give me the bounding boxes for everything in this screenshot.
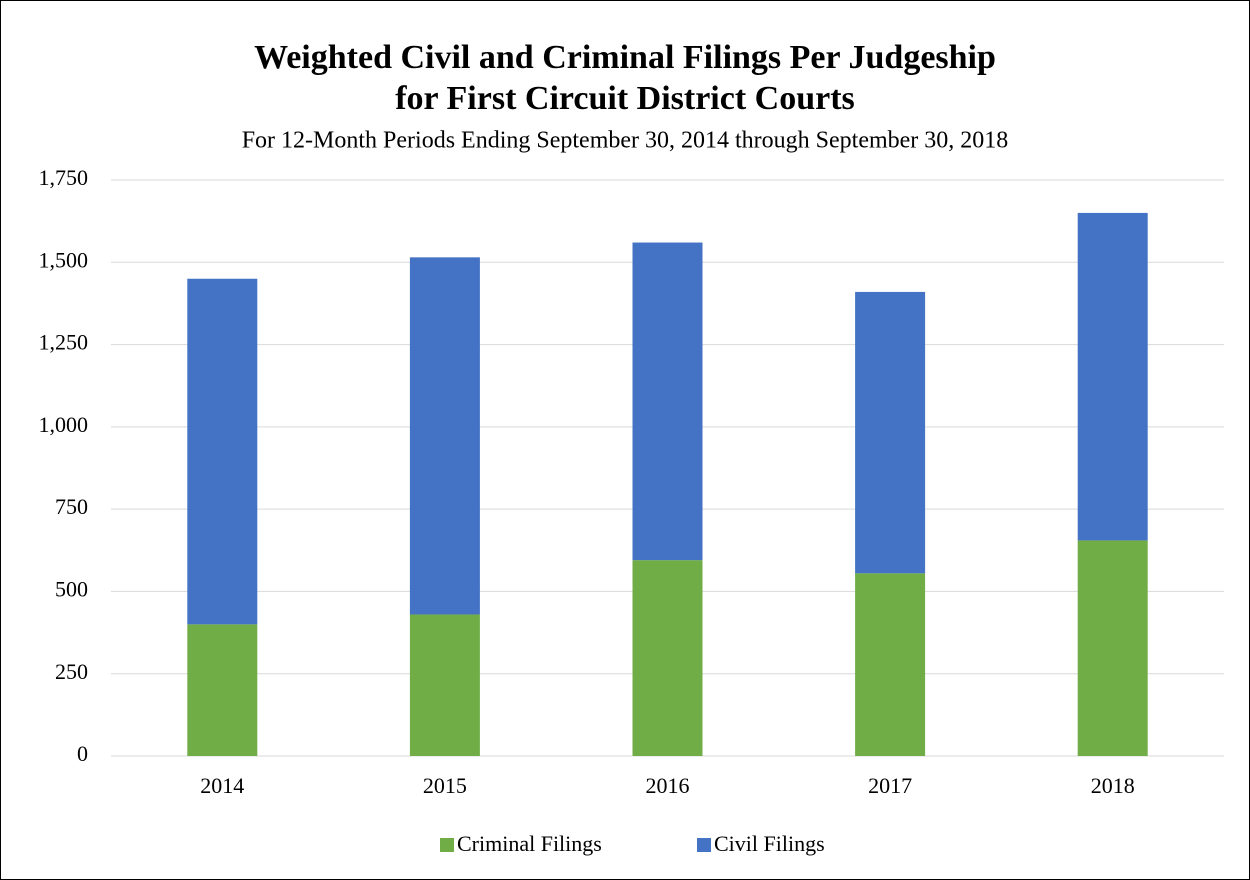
x-tick-label: 2018: [1091, 773, 1135, 798]
y-tick-label: 0: [77, 741, 88, 766]
chart-title: Weighted Civil and Criminal Filings Per …: [254, 39, 996, 76]
bar-segment: [409, 257, 480, 615]
bar-segment: [409, 614, 480, 756]
legend-swatch: [440, 838, 454, 852]
legend-label: Civil Filings: [714, 831, 825, 856]
legend-swatch: [697, 838, 711, 852]
y-tick-label: 1,000: [39, 412, 89, 437]
legend-label: Criminal Filings: [457, 831, 602, 856]
x-tick-label: 2014: [200, 773, 244, 798]
y-tick-label: 1,250: [39, 330, 89, 355]
bar-segment: [1077, 212, 1148, 541]
y-tick-label: 1,500: [39, 247, 89, 272]
x-tick-label: 2017: [868, 773, 912, 798]
y-tick-label: 750: [55, 494, 88, 519]
bar-segment: [855, 291, 926, 574]
bar-segment: [632, 560, 703, 756]
x-tick-label: 2016: [646, 773, 690, 798]
chart-subtitle: For 12-Month Periods Ending September 30…: [242, 128, 1009, 154]
bar-segment: [855, 573, 926, 756]
x-tick-label: 2015: [423, 773, 467, 798]
bar-segment: [632, 242, 703, 561]
y-tick-label: 250: [55, 659, 88, 684]
chart-title: for First Circuit District Courts: [395, 80, 855, 117]
bar-segment: [1077, 540, 1148, 756]
y-tick-label: 500: [55, 576, 88, 601]
bar-segment: [187, 278, 258, 625]
bar-segment: [187, 624, 258, 756]
y-tick-label: 1,750: [39, 165, 89, 190]
